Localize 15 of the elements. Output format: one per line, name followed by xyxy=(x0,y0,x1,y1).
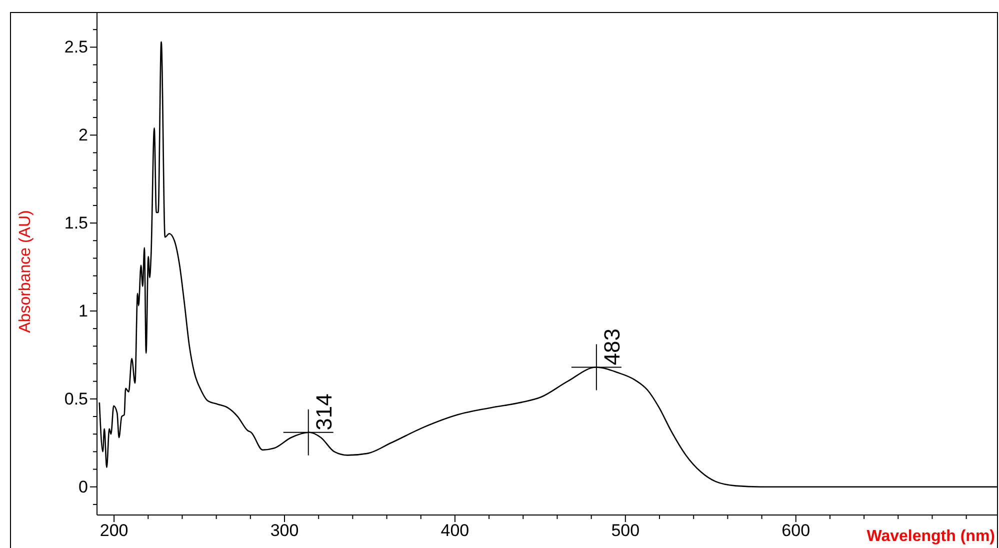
y-tick-label: 1.5 xyxy=(64,213,88,232)
x-tick-label: 300 xyxy=(270,521,299,540)
x-tick-label: 500 xyxy=(611,521,640,540)
y-tick-label: 0 xyxy=(78,477,88,496)
x-tick-label: 400 xyxy=(440,521,470,540)
annotation: 483 xyxy=(599,328,624,366)
x-axis-title: Wavelength (nm) xyxy=(866,528,995,545)
x-tick-label: 200 xyxy=(100,521,128,540)
y-tick-label: 2 xyxy=(78,126,88,145)
x-tick-label: 600 xyxy=(782,521,810,540)
annotation: 314 xyxy=(311,394,336,430)
y-tick-label: 0.5 xyxy=(64,389,88,408)
y-axis-title: Absorbance (AU) xyxy=(17,210,34,333)
y-tick-label: 1 xyxy=(78,301,88,320)
y-tick-label: 2.5 xyxy=(64,38,88,57)
